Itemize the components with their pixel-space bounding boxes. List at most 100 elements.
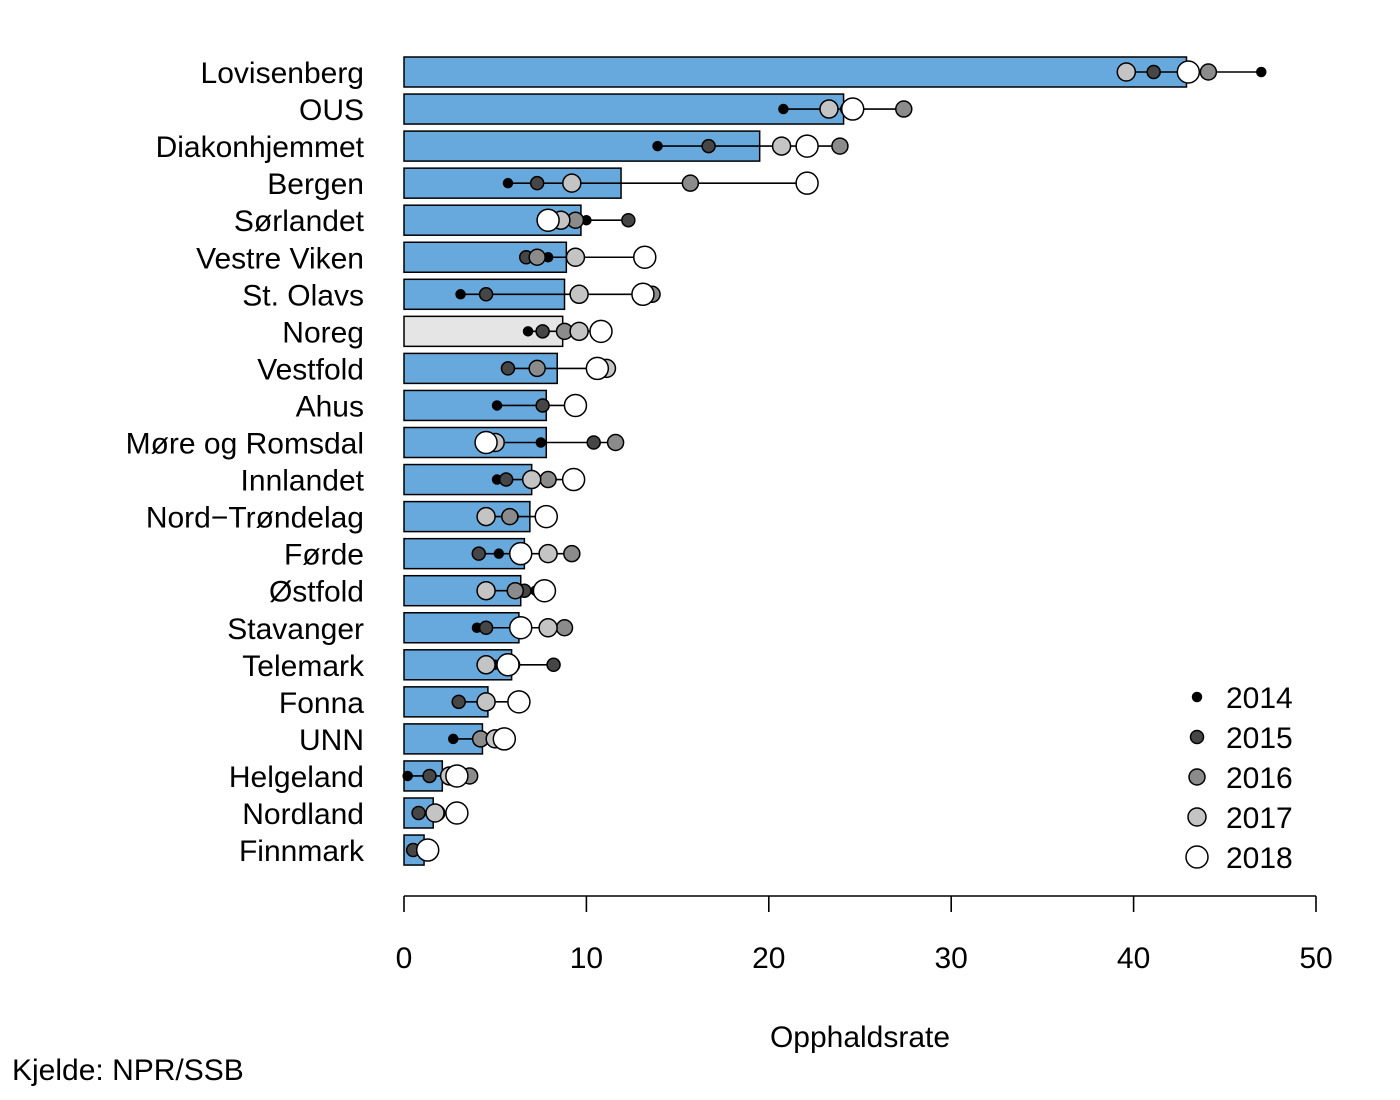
legend-marker-2014 — [1191, 691, 1203, 703]
category-label-sorlandet: Sørlandet — [234, 205, 365, 238]
point-bergen-2016 — [681, 174, 700, 192]
point-ahus-2014 — [491, 400, 503, 411]
point-helgeland-2015 — [422, 768, 437, 784]
point-vestre-viken-2018 — [633, 245, 657, 269]
point-ous-2017 — [819, 99, 839, 119]
point-st-olavs-2017 — [569, 284, 589, 305]
x-axis: 0 10 20 30 40 50 — [396, 895, 1333, 975]
point-forde-2018 — [508, 541, 533, 566]
point-stavanger-2018 — [508, 616, 533, 640]
category-label-forde: Førde — [284, 539, 364, 572]
point-diakonhjemmet-2018 — [795, 134, 819, 158]
point-diakonhjemmet-2015 — [701, 138, 716, 154]
bar-group — [403, 56, 1188, 866]
point-fonna-2018 — [507, 690, 531, 714]
point-bergen-2017 — [562, 173, 582, 193]
point-forde-2016 — [563, 544, 581, 563]
point-innlandet-2018 — [561, 467, 586, 492]
point-unn-2014 — [447, 733, 459, 745]
point-nord-trondelag-2016 — [501, 507, 519, 526]
bar-lovisenberg — [403, 56, 1188, 88]
category-label-finnmark: Finnmark — [239, 835, 365, 868]
point-bergen-2015 — [529, 175, 545, 191]
year-points — [402, 60, 1267, 862]
category-label-ostfold: Østfold — [269, 576, 364, 609]
x-tick-label-20: 20 — [752, 942, 785, 975]
bar-fonna — [403, 686, 489, 718]
point-lovisenberg-2014 — [1256, 66, 1267, 78]
point-vestfold-2016 — [528, 359, 546, 378]
legend-label-2017: 2017 — [1226, 802, 1293, 835]
point-ous-2014 — [778, 103, 789, 115]
point-ahus-2018 — [563, 393, 588, 418]
point-unn-2018 — [492, 727, 517, 751]
point-lovisenberg-2018 — [1176, 60, 1201, 84]
x-tick-label-0: 0 — [396, 942, 413, 975]
category-label-stavanger: Stavanger — [227, 613, 364, 646]
category-label-nordland: Nordland — [242, 798, 364, 831]
point-fonna-2015 — [451, 694, 466, 710]
x-tick-label-10: 10 — [570, 942, 603, 975]
point-helgeland-2014 — [402, 770, 413, 782]
legend: 2014 2015 2016 2017 2018 — [1185, 682, 1293, 875]
x-tick-label-50: 50 — [1299, 942, 1332, 975]
point-bergen-2018 — [795, 171, 819, 195]
point-nord-trondelag-2017 — [476, 506, 496, 527]
legend-label-2015: 2015 — [1226, 722, 1293, 755]
x-axis-title: Opphaldsrate — [770, 1021, 950, 1054]
legend-label-2014: 2014 — [1226, 682, 1293, 715]
point-ostfold-2016 — [506, 581, 525, 600]
category-label-st-olavs: St. Olavs — [242, 279, 364, 312]
point-ostfold-2017 — [476, 580, 496, 601]
legend-marker-2018 — [1185, 845, 1209, 869]
category-label-nord-trondelag: Nord−Trøndelag — [146, 502, 364, 535]
point-vestfold-2015 — [500, 361, 516, 376]
point-more-og-romsdal-2015 — [586, 435, 601, 450]
category-label-bergen: Bergen — [267, 168, 364, 201]
category-label-ahus: Ahus — [296, 390, 364, 423]
point-innlandet-2017 — [521, 469, 542, 490]
point-diakonhjemmet-2016 — [831, 137, 849, 155]
point-st-olavs-2018 — [631, 282, 655, 307]
point-noreg-2014 — [522, 326, 534, 337]
point-bergen-2014 — [502, 177, 514, 189]
point-ostfold-2018 — [532, 578, 557, 603]
point-nordland-2018 — [445, 801, 469, 825]
category-label-ous: OUS — [299, 94, 364, 127]
point-lovisenberg-2017 — [1116, 62, 1137, 82]
point-forde-2015 — [471, 546, 487, 561]
point-ous-2018 — [840, 97, 865, 121]
point-sorlandet-2015 — [621, 212, 636, 228]
category-label-lovisenberg: Lovisenberg — [201, 57, 364, 90]
point-more-og-romsdal-2018 — [474, 430, 498, 455]
legend-label-2016: 2016 — [1226, 762, 1293, 795]
category-label-noreg: Noreg — [282, 316, 364, 349]
point-telemark-2015 — [546, 657, 561, 673]
category-label-diakonhjemmet: Diakonhjemmet — [156, 131, 365, 164]
legend-label-2018: 2018 — [1226, 842, 1293, 875]
point-telemark-2018 — [496, 653, 520, 677]
category-labels: Lovisenberg OUS Diakonhjemmet Bergen Sørland… — [126, 57, 365, 868]
legend-marker-2015 — [1189, 729, 1205, 745]
point-nord-trondelag-2018 — [534, 504, 559, 529]
point-telemark-2017 — [476, 655, 496, 675]
point-helgeland-2018 — [445, 764, 469, 788]
point-nordland-2017 — [425, 803, 445, 823]
point-finnmark-2018 — [415, 838, 440, 862]
category-label-fonna: Fonna — [279, 687, 364, 720]
point-noreg-2017 — [569, 321, 589, 342]
category-label-helgeland: Helgeland — [229, 761, 364, 794]
legend-marker-2017 — [1187, 807, 1207, 827]
point-more-og-romsdal-2014 — [535, 437, 547, 448]
point-noreg-2018 — [589, 319, 613, 344]
bar-ous — [403, 93, 845, 125]
x-tick-label-40: 40 — [1117, 942, 1150, 975]
point-vestre-viken-2017 — [565, 247, 586, 267]
point-vestfold-2018 — [585, 356, 610, 381]
point-lovisenberg-2016 — [1199, 63, 1218, 81]
point-st-olavs-2015 — [478, 287, 494, 302]
point-noreg-2015 — [535, 324, 550, 339]
point-fonna-2017 — [476, 692, 496, 712]
source-note: Kjelde: NPR/SSB — [12, 1054, 244, 1087]
